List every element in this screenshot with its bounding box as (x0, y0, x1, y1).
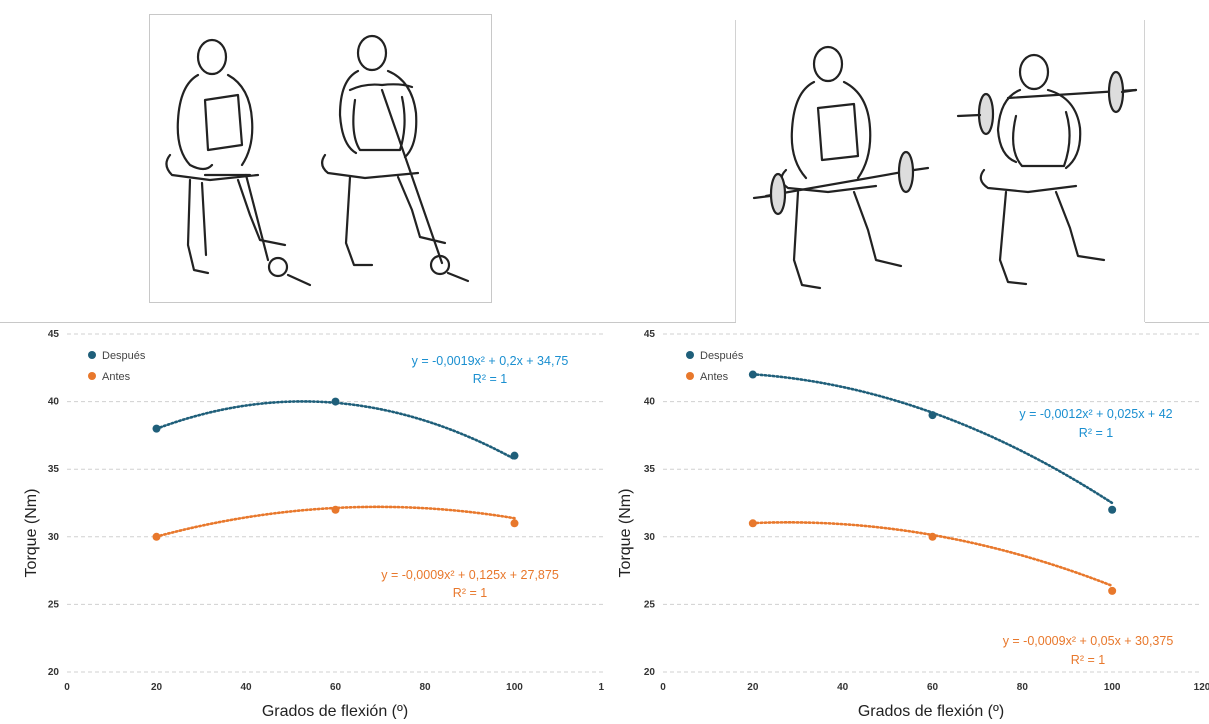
trendline-equation-antes: y = -0,0009x² + 0,125x + 27,875 (381, 568, 559, 582)
data-points (748, 370, 1117, 595)
x-tick-60: 60 (330, 682, 342, 693)
data-point-despues-100 (1108, 505, 1117, 514)
legend-label-antes: Antes (700, 371, 729, 383)
trendline-despues (751, 372, 1114, 505)
data-point-antes-60 (331, 505, 340, 514)
x-tick-100: 100 (506, 682, 523, 693)
y-tick-25: 25 (48, 599, 60, 610)
data-point-antes-20 (748, 519, 757, 528)
data-points (152, 397, 519, 541)
trendline-despues (155, 400, 516, 461)
data-point-despues-20 (152, 424, 161, 433)
legend: Después Antes (88, 350, 146, 383)
x-tick-80: 80 (1017, 682, 1029, 693)
y-tick-30: 30 (48, 532, 60, 543)
trendline-equation-despues: y = -0,0012x² + 0,025x + 42 (1019, 407, 1172, 421)
x-tick-20: 20 (151, 682, 163, 693)
gridlines (67, 333, 604, 673)
legend-label-despues: Después (700, 350, 744, 362)
barbell-curl-illustration (735, 20, 1145, 322)
y-axis-label: Torque (Nm) (23, 489, 40, 578)
x-tick-0: 0 (64, 682, 70, 693)
trendline-r2-antes: R² = 1 (453, 586, 487, 600)
x-tick-40: 40 (837, 682, 849, 693)
gridlines (663, 333, 1202, 673)
x-tick-0: 0 (660, 682, 666, 693)
data-point-antes-100 (1108, 586, 1117, 595)
divider-line (1145, 322, 1209, 323)
y-tick-40: 40 (644, 397, 656, 408)
x-tick-40: 40 (240, 682, 252, 693)
legend-marker-despues (88, 351, 96, 359)
x-tick-labels: 0 20 40 60 80 100 120 (660, 682, 1209, 693)
barbell-curl-drawing (752, 45, 1138, 290)
data-point-despues-60 (331, 397, 340, 406)
data-point-despues-60 (928, 411, 937, 420)
x-tick-60: 60 (927, 682, 939, 693)
x-tick-120: 120 (1194, 682, 1209, 693)
chart-svg: 20 25 30 35 40 45 0 20 40 60 80 100 120 Grados de f… (617, 329, 1209, 720)
x-tick-100: 100 (1104, 682, 1121, 693)
legend-marker-antes (88, 372, 96, 380)
data-point-antes-20 (152, 532, 161, 541)
x-axis-label: Grados de flexión (º) (858, 703, 1004, 719)
torque-chart-barbell: 20 25 30 35 40 45 0 20 40 60 80 100 120 Grados de f… (604, 322, 1209, 724)
cable-curl-illustration (149, 14, 492, 303)
data-point-antes-60 (928, 532, 937, 541)
trendline-antes (751, 521, 1114, 588)
y-tick-20: 20 (644, 667, 656, 678)
legend-label-antes: Antes (102, 371, 131, 383)
trendline-equation-despues: y = -0,0019x² + 0,2x + 34,75 (412, 354, 569, 368)
trendline-equation-antes: y = -0,0009x² + 0,05x + 30,375 (1003, 634, 1174, 648)
y-tick-40: 40 (48, 397, 60, 408)
legend: Después Antes (686, 350, 744, 383)
trendline-r2-despues: R² = 1 (1079, 426, 1113, 440)
y-tick-35: 35 (644, 464, 656, 475)
y-tick-30: 30 (644, 532, 656, 543)
y-tick-25: 25 (644, 599, 656, 610)
data-point-despues-100 (510, 451, 519, 460)
data-point-despues-20 (748, 370, 757, 379)
y-tick-labels: 20 25 30 35 40 45 (644, 329, 656, 678)
y-axis-label: Torque (Nm) (617, 489, 634, 578)
y-tick-35: 35 (48, 464, 60, 475)
cable-curl-drawing (165, 34, 470, 287)
y-tick-20: 20 (48, 667, 60, 678)
divider-line (0, 322, 736, 323)
data-point-antes-100 (510, 519, 519, 528)
y-tick-45: 45 (48, 329, 60, 340)
x-tick-20: 20 (747, 682, 759, 693)
legend-marker-despues (686, 351, 694, 359)
legend-label-despues: Después (102, 350, 146, 362)
y-tick-labels: 20 25 30 35 40 45 (48, 329, 60, 678)
legend-marker-antes (686, 372, 694, 380)
trendline-r2-despues: R² = 1 (473, 372, 507, 386)
trendline-r2-antes: R² = 1 (1071, 653, 1105, 667)
x-tick-80: 80 (419, 682, 431, 693)
y-tick-45: 45 (644, 329, 656, 340)
x-axis-label: Grados de flexión (º) (262, 703, 408, 719)
